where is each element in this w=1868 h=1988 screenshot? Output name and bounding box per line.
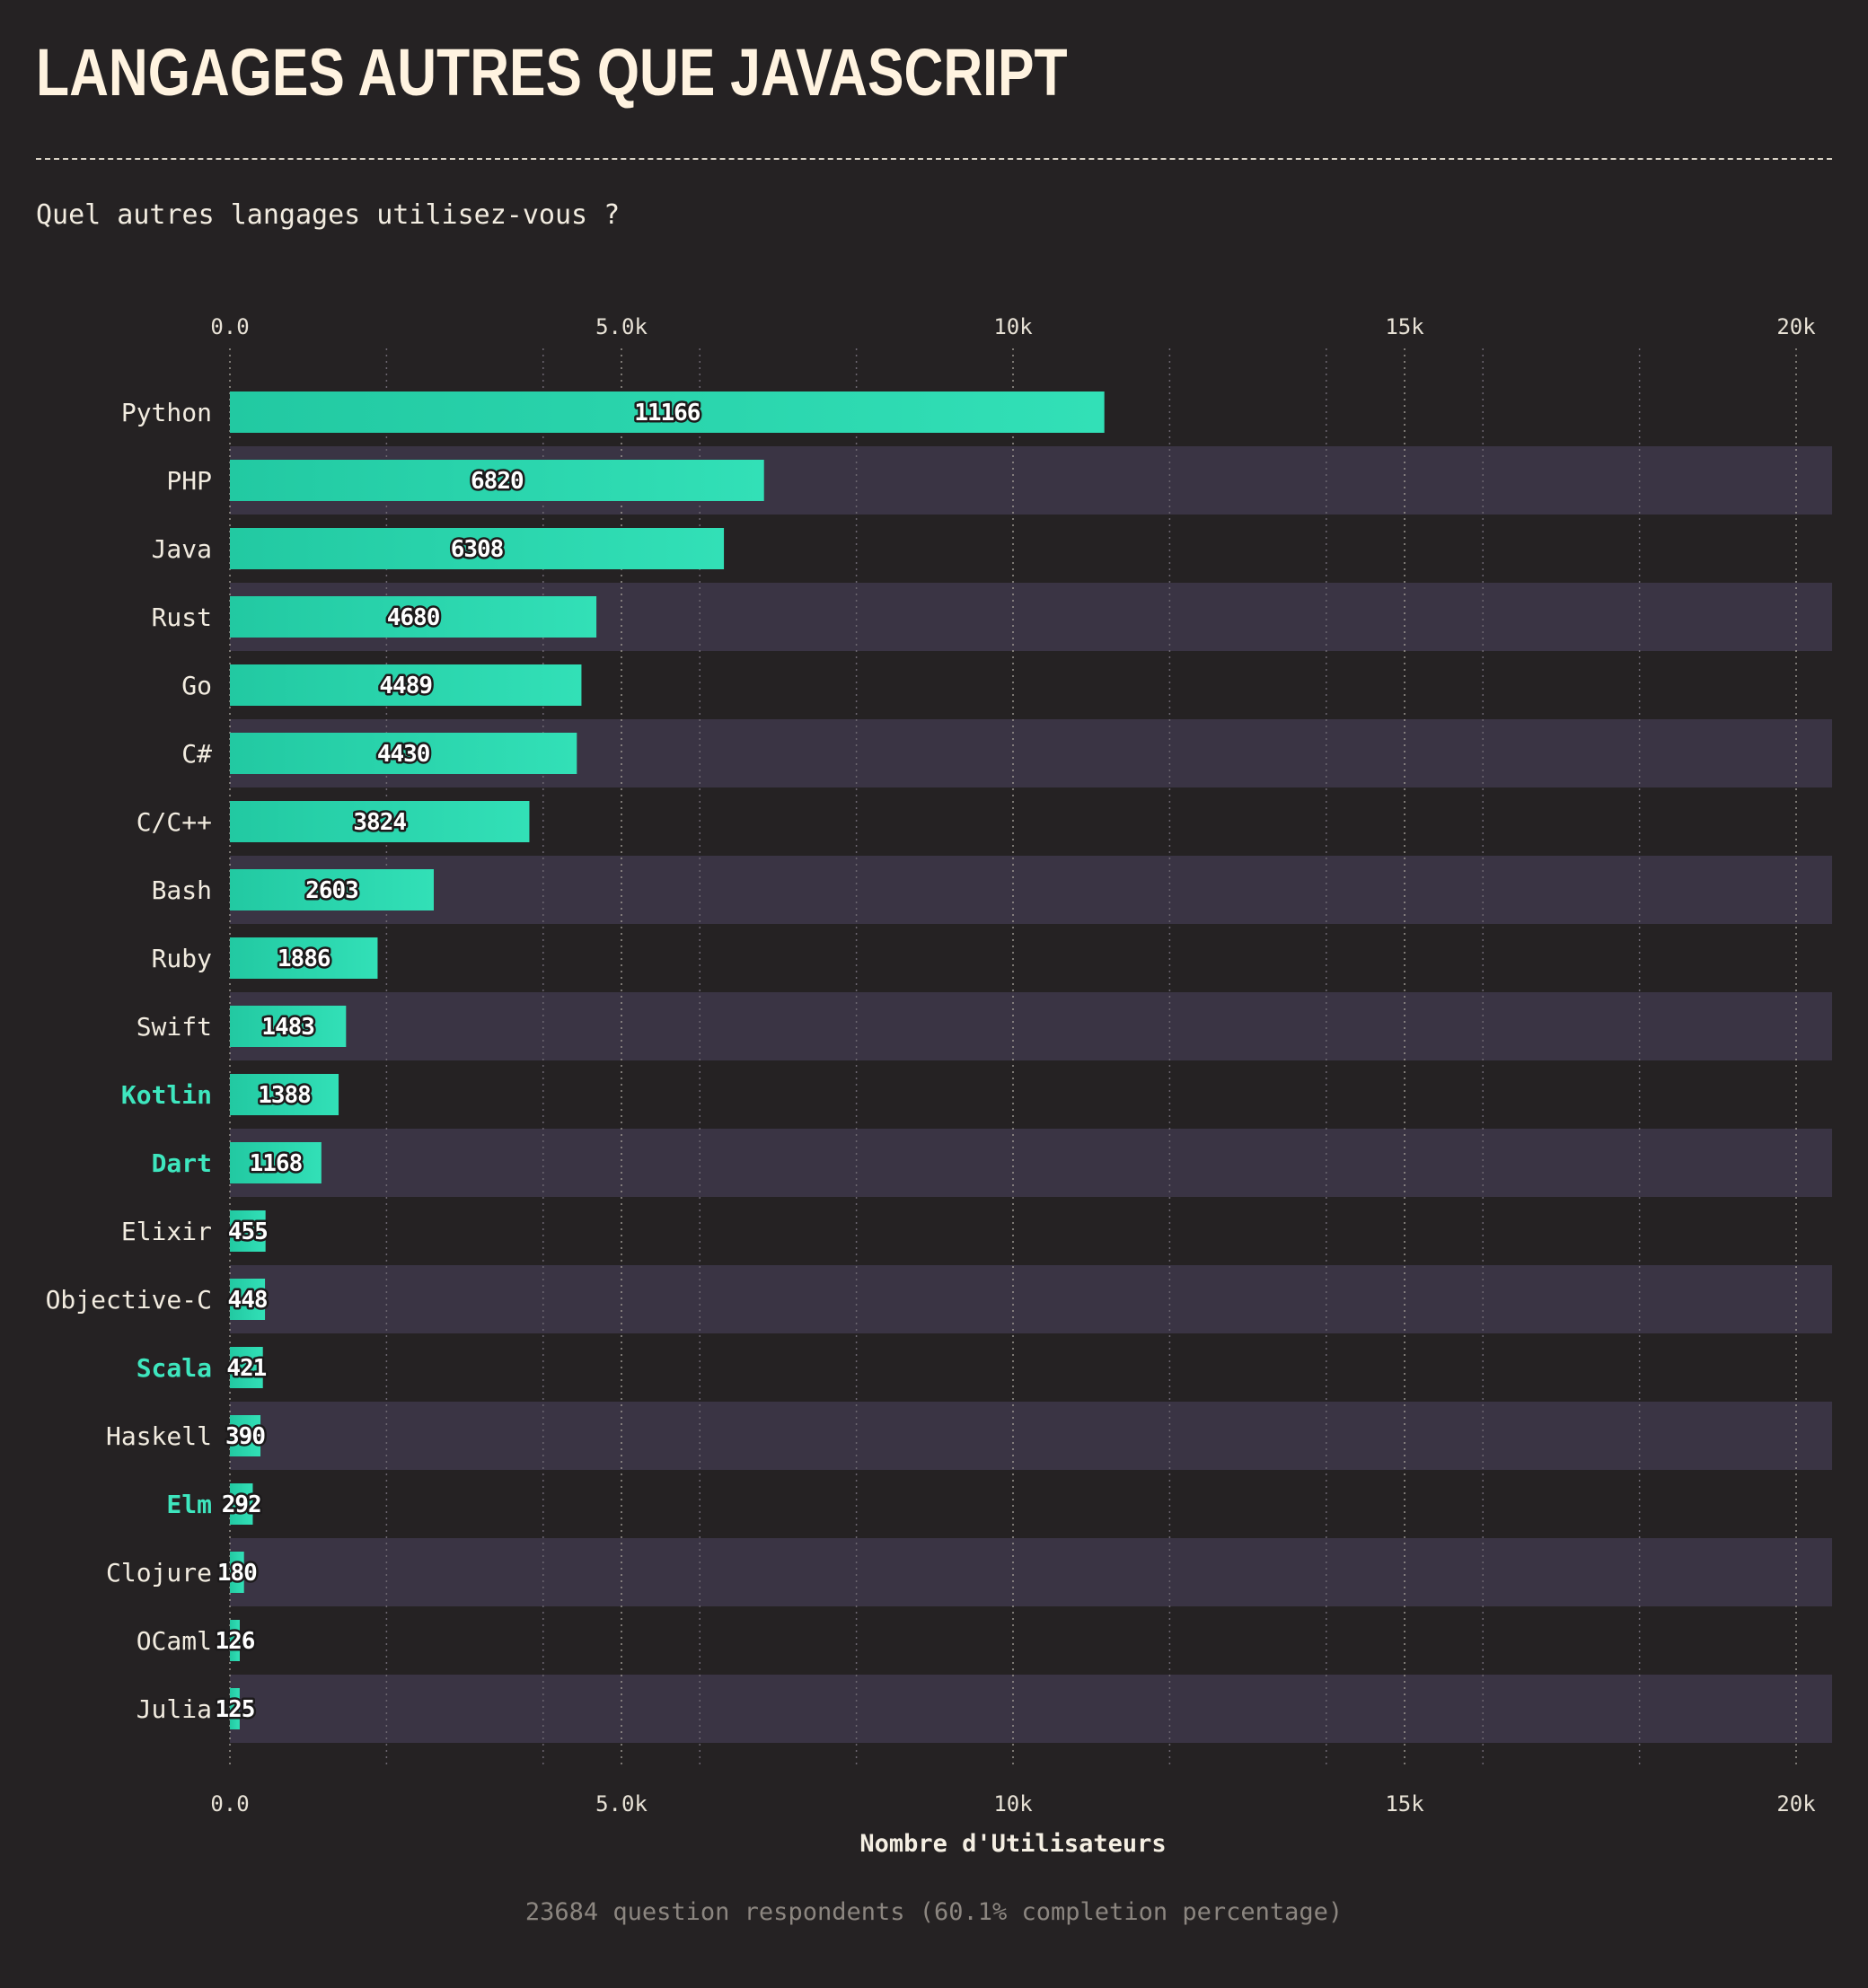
x-tick-label-top: 20k [1776,314,1816,339]
row-band [230,1129,1832,1197]
category-label: Go [181,671,212,700]
category-label: Swift [137,1012,212,1042]
category-label: Haskell [106,1421,212,1451]
bar [230,391,1105,433]
value-label: 4430 [377,741,430,768]
bar [230,869,434,910]
value-label: 6820 [471,468,524,495]
value-label: 4489 [379,673,432,699]
bar [230,1279,266,1320]
value-label: 3824 [353,809,406,836]
x-tick-label-bottom: 20k [1776,1791,1816,1816]
x-tick-label-top: 0.0 [210,314,249,339]
category-label: Elixir [121,1217,212,1246]
x-tick-label-top: 5.0k [595,314,648,339]
bar [230,664,582,706]
value-label: 1483 [261,1014,314,1041]
category-label: C/C++ [137,807,212,837]
value-label: 125 [215,1696,254,1723]
bar [230,801,530,842]
value-label: 292 [222,1491,261,1518]
value-label: 4680 [387,604,440,631]
category-label: PHP [166,466,212,496]
category-label: C# [181,739,212,769]
category-label: Clojure [106,1558,212,1588]
bar [230,460,764,501]
bar [230,528,725,569]
category-label: Bash [152,875,212,905]
value-label: 11166 [634,400,700,427]
bar [230,1347,263,1388]
value-label: 421 [226,1355,266,1382]
bar [230,1142,322,1183]
value-label: 1886 [278,946,330,972]
category-label: OCaml [137,1626,212,1656]
row-band [230,1265,1832,1333]
bar [230,596,597,638]
bar [230,1074,339,1115]
value-label: 2603 [305,877,358,904]
category-label: Kotlin [121,1080,212,1110]
bar [230,1552,244,1593]
x-tick-label-bottom: 0.0 [210,1791,249,1816]
value-label: 1168 [250,1150,303,1177]
category-label: Ruby [152,944,212,973]
row-band [230,856,1832,924]
bar [230,1483,253,1525]
bar [230,1210,266,1252]
value-label: 6308 [451,536,504,563]
row-band [230,1675,1832,1743]
x-axis-title: Nombre d'Utilisateurs [859,1830,1166,1858]
category-label: Python [121,398,212,427]
x-tick-label-bottom: 5.0k [595,1791,648,1816]
bar [230,1006,347,1047]
x-tick-label-top: 15k [1385,314,1424,339]
title-divider [36,158,1832,160]
category-label: Java [152,534,212,564]
x-tick-label-bottom: 10k [993,1791,1033,1816]
category-label: Scala [137,1353,212,1383]
value-label: 1388 [258,1082,311,1109]
row-band [230,992,1832,1060]
value-label: 126 [216,1628,255,1655]
bar [230,937,378,979]
x-tick-label-bottom: 15k [1385,1791,1424,1816]
bar [230,733,577,774]
category-label: Julia [137,1694,212,1724]
value-label: 455 [228,1218,268,1245]
value-label: 180 [217,1560,257,1587]
row-band [230,1538,1832,1606]
value-label: 448 [228,1287,268,1314]
category-label: Objective-C [46,1285,212,1315]
x-tick-label-top: 10k [993,314,1033,339]
bar [230,1415,261,1456]
chart-subtitle: Quel autres langages utilisez-vous ? [36,199,621,231]
row-band [230,1402,1832,1470]
value-label: 390 [225,1423,265,1450]
category-label: Elm [166,1490,212,1519]
chart-title: LANGAGES AUTRES QUE JAVASCRIPT [36,35,1068,110]
bar [230,1688,240,1729]
respondents-footer: 23684 question respondents (60.1% comple… [524,1898,1344,1926]
category-label: Dart [152,1148,212,1178]
category-label: Rust [152,603,212,632]
bar [230,1620,240,1661]
